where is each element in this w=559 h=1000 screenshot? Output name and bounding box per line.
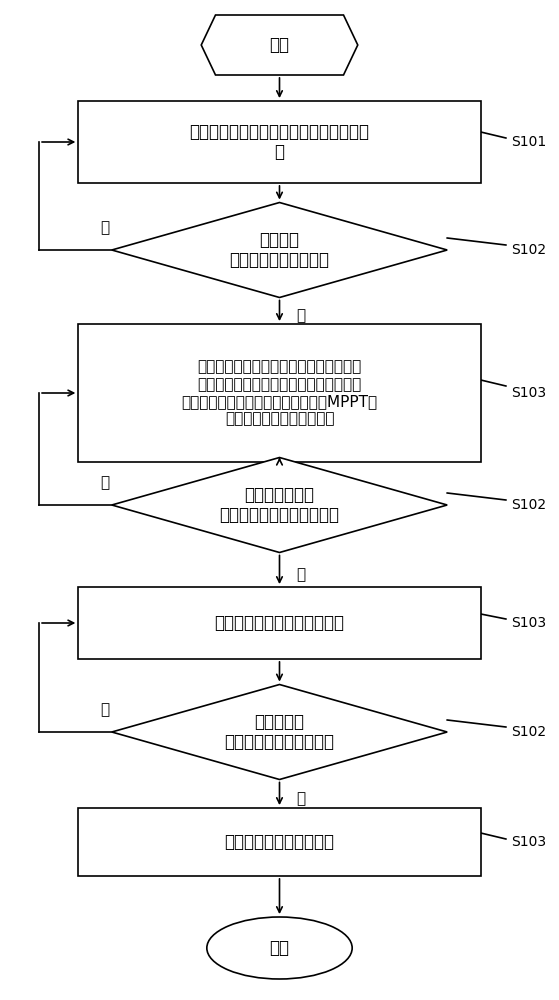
Text: 判断直流侧电压
是否下降至最大直流电压値: 判断直流侧电压 是否下降至最大直流电压値 <box>220 486 339 524</box>
Text: S103: S103 <box>511 616 547 630</box>
Text: S101: S101 <box>511 135 547 149</box>
Polygon shape <box>112 458 447 552</box>
Text: 结束: 结束 <box>269 939 290 957</box>
Bar <box>78 587 481 659</box>
Text: 否: 否 <box>100 475 109 490</box>
Text: 控制至少一个开关装置关断，以减小光伏
阵列的输入功率，在保证逆变器的交流侧
输出为允许最大功率的情况下，通过MPPT，
使逆变器的直流侧电压下降: 控制至少一个开关装置关断，以减小光伏 阵列的输入功率，在保证逆变器的交流侧 输出… <box>182 359 377 427</box>
Text: S102: S102 <box>511 725 547 739</box>
Text: 否: 否 <box>100 220 109 235</box>
Text: 是: 是 <box>296 567 305 582</box>
Text: S103: S103 <box>511 835 547 849</box>
Polygon shape <box>201 15 358 75</box>
Polygon shape <box>112 202 447 298</box>
Text: S102: S102 <box>511 498 547 512</box>
Text: S102: S102 <box>511 243 547 257</box>
Text: 是: 是 <box>296 791 305 806</box>
Text: 计算逆变器的直流侧电压和交流侧输出功
率: 计算逆变器的直流侧电压和交流侧输出功 率 <box>190 123 369 161</box>
Bar <box>78 101 481 183</box>
Text: 开始: 开始 <box>269 36 290 54</box>
Text: S103: S103 <box>511 386 547 400</box>
Text: 判断是否
满足高压满载运行条件: 判断是否 满足高压满载运行条件 <box>230 231 329 269</box>
Text: 计算逆变器的交流侧输出功率: 计算逆变器的交流侧输出功率 <box>215 614 344 632</box>
Polygon shape <box>112 684 447 780</box>
Bar <box>78 808 481 876</box>
Text: 是: 是 <box>296 308 305 323</box>
Ellipse shape <box>207 917 352 979</box>
Text: 判断逆变器
是否已退出满载运行状态: 判断逆变器 是否已退出满载运行状态 <box>225 713 334 751</box>
Text: 控制关断的开关装置导通: 控制关断的开关装置导通 <box>225 833 334 851</box>
Bar <box>78 324 481 462</box>
Text: 否: 否 <box>100 702 109 717</box>
